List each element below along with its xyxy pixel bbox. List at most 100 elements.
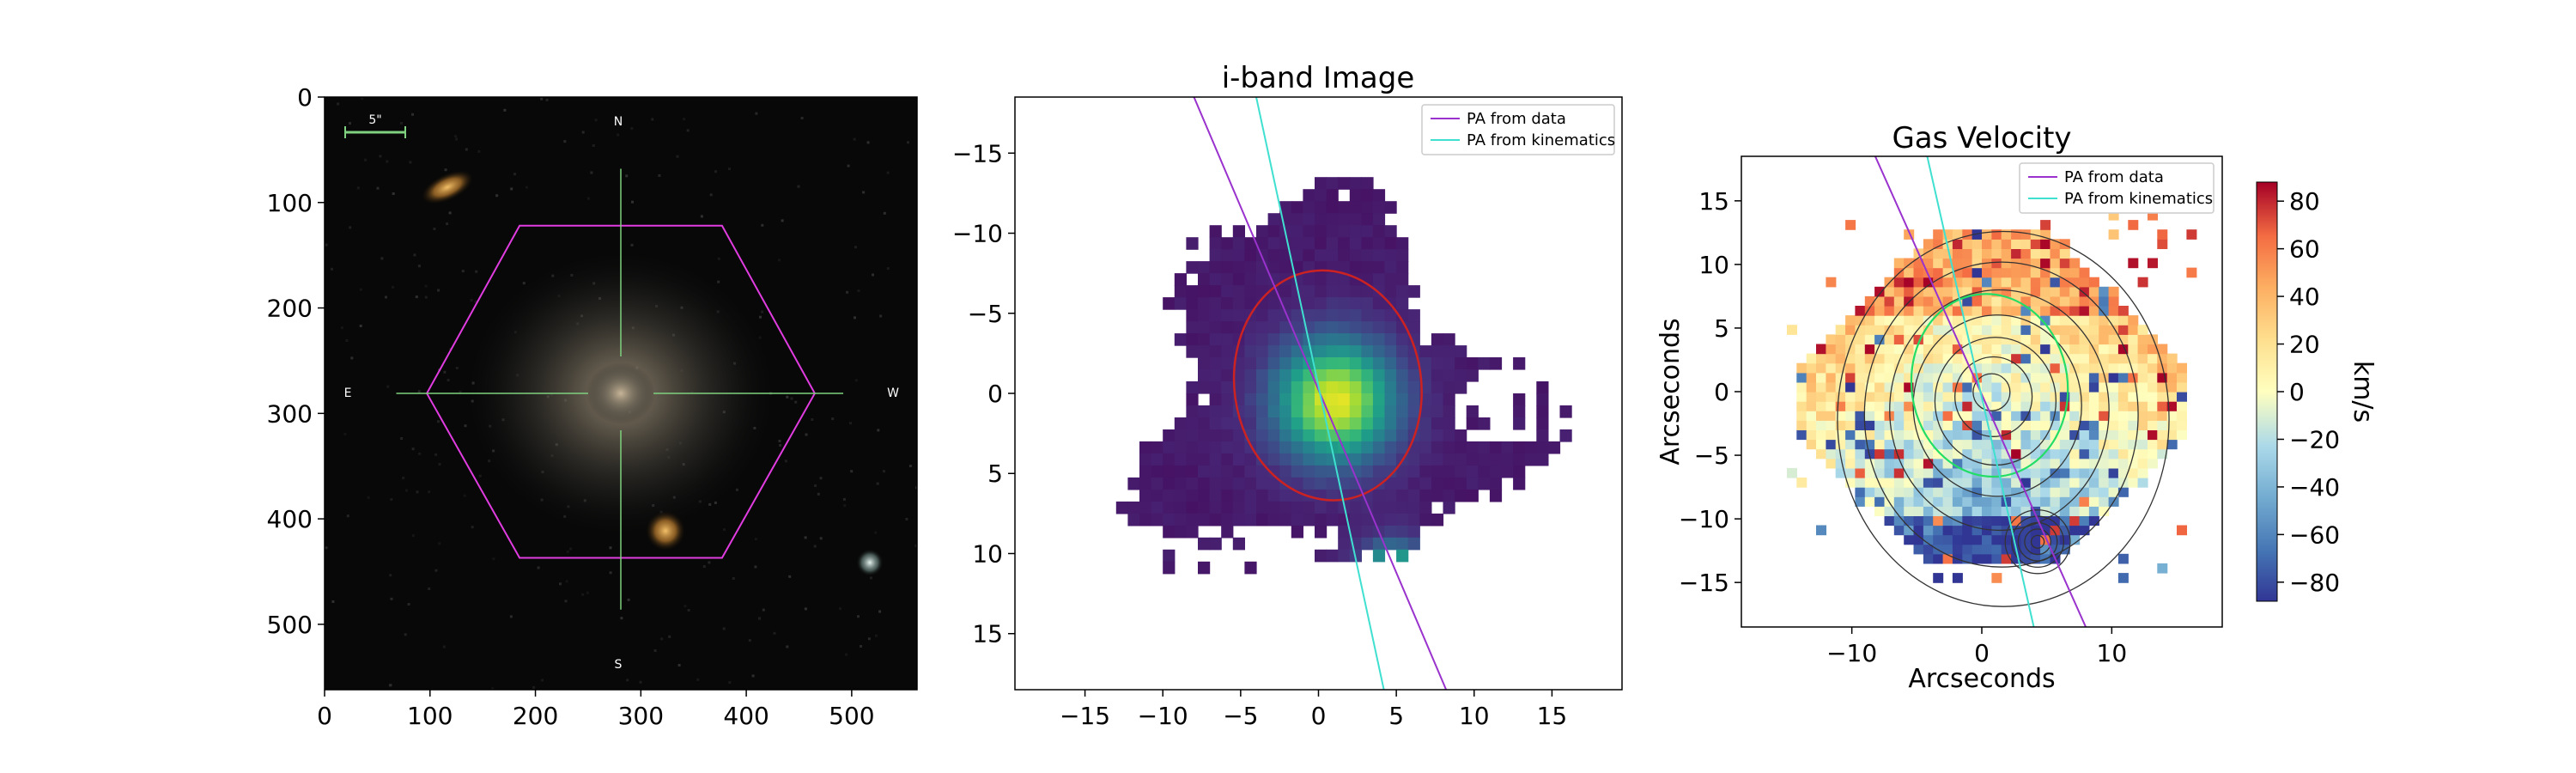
noise-speck — [842, 497, 846, 501]
iband-pixel — [1384, 237, 1397, 250]
iband-pixel — [1384, 477, 1397, 490]
velocity-pixel — [1904, 372, 1915, 383]
velocity-pixel — [2099, 478, 2110, 488]
velocity-pixel — [2128, 381, 2139, 393]
velocity-pixel — [2020, 506, 2032, 516]
velocity-pixel — [2001, 372, 2012, 383]
velocity-pixel — [1913, 458, 1924, 469]
velocity-pixel — [2059, 487, 2070, 497]
iband-pixel — [1174, 489, 1187, 502]
noise-speck — [805, 433, 808, 436]
velocity-pixel — [2128, 478, 2139, 488]
velocity-pixel — [2011, 392, 2022, 402]
velocity-pixel — [1982, 381, 1992, 393]
iband-pixel — [1349, 417, 1362, 430]
velocity-pixel — [1845, 411, 1856, 421]
velocity-pixel — [1933, 573, 1944, 583]
velocity-pixel — [1933, 411, 1944, 421]
iband-pixel — [1221, 441, 1234, 454]
velocity-pixel — [2079, 401, 2090, 411]
iband-pixel — [1419, 405, 1432, 418]
velocity-pixel — [1913, 325, 1924, 335]
iband-pixel — [1279, 453, 1292, 466]
noise-speck — [907, 141, 909, 144]
velocity-pixel — [2166, 429, 2178, 441]
noise-speck — [866, 141, 870, 144]
velocity-pixel — [1923, 277, 1934, 288]
iband-pixel — [1349, 501, 1362, 514]
velocity-pixel — [2011, 325, 2022, 335]
iband-pixel — [1431, 333, 1444, 346]
velocity-pixel — [2069, 467, 2081, 478]
velocity-pixel — [1874, 315, 1886, 326]
iband-pixel — [1279, 513, 1292, 526]
velocity-pixel — [1971, 325, 1983, 335]
iband-pixel — [1209, 369, 1222, 382]
noise-speck — [349, 122, 351, 125]
velocity-pixel — [2059, 258, 2070, 269]
iband-pixel — [1396, 369, 1409, 382]
velocity-pixel — [2177, 429, 2187, 441]
velocity-pixel — [1982, 267, 1992, 278]
velocity-pixel — [1923, 448, 1934, 460]
velocity-pixel — [2128, 429, 2139, 441]
iband-pixel — [1198, 309, 1211, 322]
iband-pixel — [1326, 201, 1339, 214]
galaxy-core — [586, 362, 655, 424]
iband-pixel — [1232, 453, 1245, 466]
iband-pixel — [1256, 369, 1269, 382]
iband-pixel — [1384, 381, 1397, 394]
iband-pixel — [1431, 417, 1444, 430]
velocity-pixel — [2108, 372, 2119, 383]
velocity-pixel — [1991, 362, 2002, 374]
velocity-pixel — [2050, 306, 2061, 316]
velocity-pa-kinematics-line — [1926, 156, 2035, 627]
iband-pixel — [1291, 501, 1303, 514]
noise-speck — [405, 489, 408, 492]
iband-pixel — [1232, 297, 1245, 310]
iband-pixel — [1384, 441, 1397, 454]
velocity-pixel — [2020, 496, 2032, 507]
iband-pixel — [1361, 201, 1374, 214]
velocity-pixel — [1864, 344, 1875, 355]
velocity-pixel — [2069, 258, 2081, 269]
iband-pixel — [1221, 249, 1234, 262]
velocity-pixel — [1904, 515, 1915, 526]
noise-speck — [854, 379, 858, 382]
velocity-pixel — [2020, 544, 2032, 555]
velocity-pixel — [2040, 525, 2051, 536]
velocity-pixel — [2011, 401, 2022, 411]
noise-speck — [455, 137, 459, 141]
iband-pixel — [1361, 333, 1374, 346]
velocity-pixel — [2020, 353, 2032, 364]
velocity-pixel — [2001, 392, 2012, 402]
velocity-pixel — [1982, 362, 1992, 374]
velocity-pixel — [1884, 381, 1895, 393]
velocity-pixel — [2030, 334, 2041, 345]
velocity-pixel — [1991, 353, 2002, 364]
iband-pixel — [1361, 261, 1374, 274]
iband-pixel — [1443, 489, 1455, 502]
noise-speck — [797, 185, 800, 188]
iband-pixel — [1244, 273, 1257, 286]
velocity-pixel — [1864, 439, 1875, 450]
velocity-pixel — [2011, 448, 2022, 460]
velocity-pixel — [1962, 467, 1973, 478]
velocity-pixel — [1991, 229, 2002, 240]
velocity-pixel — [2166, 439, 2178, 450]
velocity-pixel — [1806, 411, 1817, 421]
iband-pixel — [1163, 549, 1176, 563]
velocity-pixel — [2020, 392, 2032, 402]
velocity-pixel — [1962, 381, 1973, 393]
y-tick-label: −10 — [952, 220, 1003, 248]
x-tick-label: −10 — [1138, 702, 1188, 730]
iband-pixel — [1536, 429, 1549, 442]
velocity-pixel — [1835, 353, 1846, 364]
iband-pixel — [1151, 501, 1163, 514]
velocity-pixel — [2108, 420, 2119, 430]
noise-speck — [846, 290, 849, 294]
velocity-pixel — [1933, 515, 1944, 526]
velocity-pixel — [2117, 553, 2129, 564]
velocity-pa-lines — [1874, 156, 2087, 627]
velocity-pixel — [1933, 525, 1944, 536]
